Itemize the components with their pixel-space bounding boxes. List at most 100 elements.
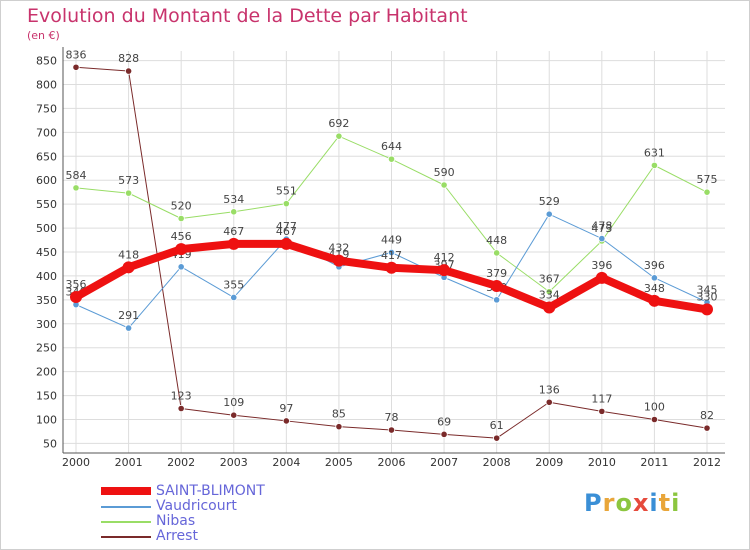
data-point-saint-blimont: [385, 261, 398, 274]
legend-swatch-vaudricourt: [101, 506, 151, 508]
data-point-vaudricourt: [230, 293, 238, 302]
data-point-nibas: [545, 288, 553, 296]
y-tick-label: 850: [36, 55, 57, 68]
data-label-vaudricourt: 355: [223, 278, 244, 291]
data-label-saint-blimont: 348: [644, 282, 665, 295]
data-point-saint-blimont: [490, 279, 503, 292]
proxiti-logo: Proxiti: [584, 489, 681, 517]
x-tick-label: 2012: [693, 456, 721, 469]
data-point-arrest: [282, 417, 290, 425]
data-label-nibas: 534: [223, 193, 244, 206]
x-tick-label: 2004: [272, 456, 300, 469]
y-tick-label: 600: [36, 174, 57, 187]
data-label-vaudricourt: 477: [276, 220, 297, 233]
data-label-nibas: 631: [644, 146, 665, 159]
data-label-arrest: 61: [490, 419, 504, 432]
data-label-arrest: 109: [223, 396, 244, 409]
data-point-nibas: [124, 189, 133, 197]
data-label-arrest: 100: [644, 401, 665, 414]
data-label-nibas: 448: [486, 234, 507, 247]
data-point-arrest: [703, 424, 711, 432]
legend-swatch-nibas: [101, 521, 151, 523]
data-point-nibas: [72, 184, 80, 192]
data-label-saint-blimont: 467: [276, 225, 297, 238]
x-tick-label: 2006: [378, 456, 406, 469]
data-point-nibas: [650, 161, 659, 169]
data-point-nibas: [230, 208, 238, 216]
data-label-nibas: 367: [539, 273, 560, 286]
chart-title: Evolution du Montant de la Dette par Hab…: [27, 5, 468, 27]
data-point-nibas: [387, 155, 396, 163]
data-label-arrest: 69: [437, 415, 451, 428]
data-point-nibas: [177, 214, 185, 223]
data-label-arrest: 836: [66, 48, 87, 61]
data-label-vaudricourt: 345: [697, 283, 718, 296]
data-label-nibas: 473: [591, 222, 612, 235]
data-label-vaudricourt: 291: [118, 309, 139, 322]
data-point-arrest: [124, 67, 133, 75]
x-tick-label: 2001: [115, 456, 143, 469]
data-label-saint-blimont: 456: [171, 230, 192, 243]
x-tick-label: 2009: [535, 456, 563, 469]
data-point-arrest: [72, 63, 80, 71]
y-tick-label: 400: [36, 270, 57, 283]
y-tick-label: 200: [36, 366, 57, 379]
data-point-saint-blimont: [648, 294, 661, 307]
x-tick-label: 2005: [325, 456, 353, 469]
data-point-nibas: [440, 181, 448, 189]
y-tick-label: 350: [36, 294, 57, 307]
data-label-nibas: 590: [434, 166, 455, 179]
x-tick-label: 2010: [588, 456, 616, 469]
data-point-arrest: [545, 398, 553, 406]
data-point-saint-blimont: [227, 237, 240, 250]
data-label-nibas: 644: [381, 140, 402, 153]
y-tick-label: 150: [36, 390, 57, 403]
y-tick-label: 450: [36, 246, 57, 259]
data-point-nibas: [335, 132, 343, 140]
data-label-saint-blimont: 417: [381, 249, 402, 262]
y-tick-label: 300: [36, 318, 57, 331]
x-tick-label: 2011: [640, 456, 668, 469]
unit-label: (en €): [27, 29, 60, 42]
data-label-saint-blimont: 432: [328, 242, 349, 255]
data-point-arrest: [335, 423, 343, 431]
data-point-saint-blimont: [332, 254, 345, 267]
data-point-vaudricourt: [650, 274, 659, 282]
data-point-saint-blimont: [438, 264, 451, 277]
data-label-saint-blimont: 330: [697, 290, 718, 303]
legend-label-saint-blimont: SAINT-BLIMONT: [156, 483, 265, 499]
data-label-vaudricourt: 478: [591, 220, 612, 233]
data-label-arrest: 82: [700, 409, 714, 422]
legend-label-vaudricourt: Vaudricourt: [156, 498, 237, 514]
legend-swatch-saint-blimont: [101, 487, 151, 495]
data-label-saint-blimont: 334: [539, 289, 560, 302]
data-point-arrest: [598, 407, 606, 415]
data-point-nibas: [493, 249, 501, 257]
x-tick-label: 2007: [430, 456, 458, 469]
data-point-saint-blimont: [175, 243, 188, 256]
data-label-saint-blimont: 379: [486, 267, 507, 280]
data-point-nibas: [703, 188, 711, 196]
data-point-saint-blimont: [70, 290, 82, 303]
data-label-arrest: 136: [539, 383, 560, 396]
data-point-arrest: [493, 434, 501, 442]
data-label-nibas: 551: [276, 185, 297, 198]
data-label-nibas: 520: [171, 200, 192, 213]
data-label-vaudricourt: 396: [644, 259, 665, 272]
x-tick-label: 2008: [483, 456, 511, 469]
data-label-arrest: 117: [591, 392, 612, 405]
data-point-vaudricourt: [545, 210, 553, 218]
data-label-saint-blimont: 412: [434, 251, 455, 264]
y-tick-label: 500: [36, 222, 57, 235]
y-tick-label: 700: [36, 126, 57, 139]
data-point-vaudricourt: [387, 248, 396, 257]
data-point-nibas: [282, 200, 290, 208]
data-label-saint-blimont: 467: [223, 225, 244, 238]
data-point-arrest: [387, 426, 396, 434]
legend-label-arrest: Arrest: [156, 528, 198, 544]
x-tick-label: 2002: [167, 456, 195, 469]
y-tick-label: 50: [43, 437, 57, 450]
data-point-arrest: [177, 404, 185, 413]
data-point-saint-blimont: [280, 237, 293, 250]
